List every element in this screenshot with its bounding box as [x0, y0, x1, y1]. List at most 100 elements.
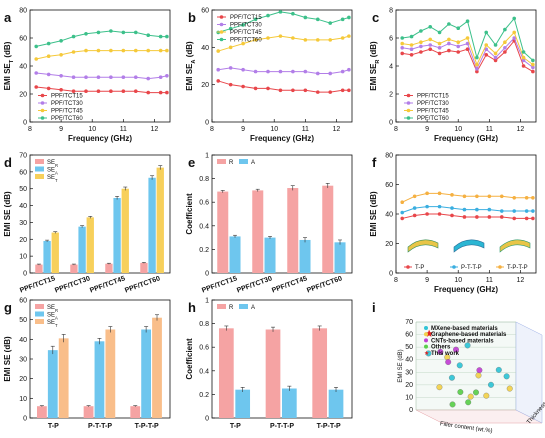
legend-label: PPF/TCT30 — [51, 101, 83, 107]
panel-label: g — [4, 300, 12, 315]
data-point — [400, 46, 405, 50]
scatter-point — [449, 401, 456, 408]
scatter-point — [475, 372, 482, 379]
series-line — [402, 213, 533, 219]
plot-frame — [211, 9, 353, 123]
legend-label: SET — [47, 175, 58, 183]
category-label: PPF/TCT60 — [306, 275, 343, 294]
data-point — [521, 64, 526, 68]
legend-label: Graphene-based materials — [431, 332, 507, 338]
data-point — [531, 65, 535, 70]
data-point — [465, 47, 470, 51]
legend-label: PPF/TCT15 — [230, 15, 262, 21]
scatter-point — [503, 373, 510, 380]
data-point — [121, 89, 126, 93]
y-tick-label: 0 — [205, 416, 209, 423]
data-point — [228, 45, 233, 50]
data-point — [253, 69, 258, 74]
y-tick-label: 0.8 — [199, 176, 209, 183]
y-tick-label: 0.4 — [199, 223, 209, 230]
series-line — [36, 86, 167, 94]
data-point — [450, 206, 454, 210]
legend-swatch — [35, 166, 44, 172]
legend-label: PPF/TCT60 — [51, 116, 83, 122]
y-tick-label: 0 — [389, 120, 393, 127]
y-tick-label: 60 — [19, 298, 27, 305]
legend-swatch — [217, 159, 226, 164]
x-tick-label: 9 — [59, 126, 63, 133]
data-point — [487, 207, 492, 212]
data-point — [315, 71, 320, 76]
bar — [35, 264, 43, 273]
x-tick-label: 12 — [151, 126, 159, 133]
scatter-point — [425, 350, 432, 357]
data-point — [512, 195, 517, 200]
data-point — [447, 48, 451, 53]
data-point — [146, 33, 151, 37]
data-point — [109, 29, 113, 33]
y-tick-label: 60 — [405, 332, 413, 339]
panel-a: 0 20 40 60 80 EMI SET (dB) 8 9 10 11 12 Frequency (… — [3, 8, 171, 143]
panel-label: e — [188, 155, 195, 170]
bar — [235, 389, 251, 418]
data-point — [84, 48, 88, 53]
legend-marker — [40, 93, 45, 98]
legend-marker — [424, 338, 428, 343]
y-tick-label: 20 — [19, 237, 27, 244]
category-label: P-T-T-P — [270, 423, 294, 430]
data-point — [241, 23, 245, 27]
category-label: T-P — [48, 423, 59, 430]
data-point — [121, 48, 126, 53]
data-point — [456, 26, 461, 31]
y-tick-label: 0 — [409, 407, 413, 414]
legend-marker — [406, 101, 411, 105]
scatter-point — [473, 389, 479, 396]
data-point — [253, 38, 258, 42]
scatter-point — [437, 348, 444, 355]
data-point — [499, 209, 504, 213]
legend-label: PPF/TCT30 — [230, 23, 262, 29]
legend-marker — [424, 332, 428, 337]
data-point — [158, 75, 163, 79]
data-point — [158, 90, 163, 95]
data-point — [347, 34, 351, 38]
data-point — [146, 76, 151, 81]
series-line — [36, 72, 167, 80]
data-point — [59, 53, 63, 57]
y-axis-label: EMI SE (dB) — [398, 349, 404, 382]
y-tick-label: 10 — [19, 254, 27, 261]
category-label: T-P-T-P — [135, 423, 159, 430]
legend-marker — [219, 15, 224, 19]
y-tick-label: 0 — [389, 271, 393, 278]
legend-label: Others — [431, 345, 451, 351]
data-point — [493, 43, 498, 47]
data-point — [291, 11, 295, 16]
data-point — [447, 41, 451, 46]
data-point — [499, 215, 504, 219]
panel-f: 0 20 40 60 80 EMI SE (dB) 8 9 10 11 12 Frequency (G… — [369, 153, 537, 294]
y-axis-label: EMI SE (dB) — [369, 191, 378, 237]
data-point — [412, 206, 417, 210]
data-point — [34, 85, 39, 89]
data-point — [315, 38, 320, 42]
data-point — [303, 15, 308, 20]
bar — [229, 236, 241, 273]
y-tick-label: 20 — [19, 376, 27, 383]
y-tick-label: 2 — [389, 92, 393, 99]
bar — [152, 317, 162, 418]
x-tick-label: 10 — [454, 277, 462, 284]
data-point — [531, 195, 535, 200]
data-point — [165, 34, 169, 39]
y-tick-label: 1 — [205, 153, 209, 160]
data-point — [121, 30, 126, 35]
data-point — [487, 194, 492, 199]
legend-label: PPF/TCT45 — [417, 109, 449, 115]
data-point — [216, 67, 221, 72]
legend-marker — [424, 326, 428, 330]
data-point — [400, 216, 405, 221]
data-point — [465, 36, 470, 40]
data-point — [425, 204, 429, 209]
x-tick-label: 11 — [486, 126, 493, 133]
data-point — [428, 37, 433, 42]
